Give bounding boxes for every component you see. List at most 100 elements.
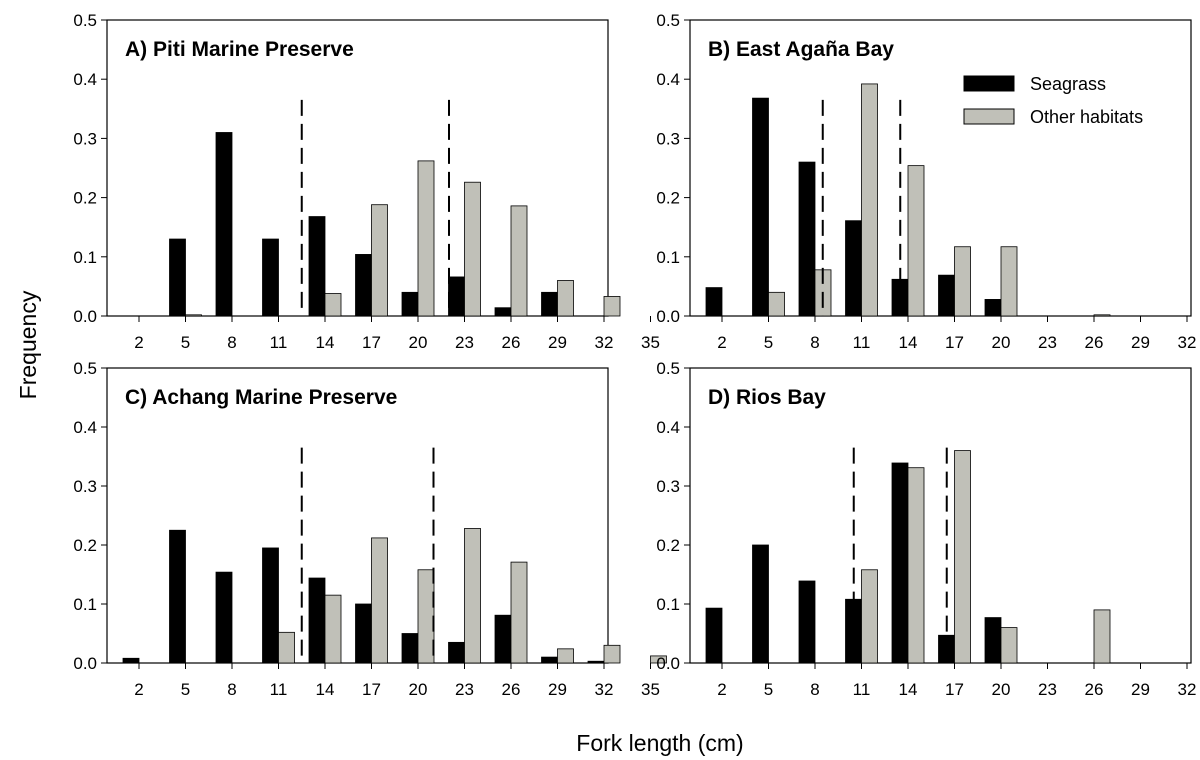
x-tick-label: 2	[717, 680, 726, 699]
bar-seagrass	[448, 641, 465, 664]
bar-other-habitats	[417, 160, 435, 317]
x-tick-label: 26	[1085, 680, 1104, 699]
x-tick-label: 35	[641, 333, 660, 352]
x-tick-label: 5	[181, 680, 190, 699]
bar-seagrass	[938, 274, 955, 317]
x-tick-label: 17	[362, 333, 381, 352]
x-tick-label: 20	[992, 333, 1011, 352]
bar-other-habitats	[1000, 627, 1018, 664]
bar-other-habitats	[371, 537, 388, 664]
y-tick-label: 0.4	[73, 418, 97, 437]
x-tick-label: 26	[502, 333, 521, 352]
bar-seagrass	[494, 614, 512, 664]
y-tick-label: 0.0	[73, 307, 97, 326]
legend-swatch-seagrass	[963, 75, 1015, 92]
x-tick-label: 26	[1085, 333, 1104, 352]
y-tick-label: 0.4	[656, 418, 680, 437]
panels: 0.0 0.1 0.2 0.3 0.4 0.5 2 5 8 11 14 17 20 23 26 29 32 35 A…	[73, 11, 1197, 699]
y-tick-label: 0.4	[73, 70, 97, 89]
y-tick-label: 0.1	[73, 248, 97, 267]
y-tick-label: 0.3	[656, 129, 680, 148]
bar-seagrass	[705, 287, 723, 317]
y-tick-label: 0.0	[656, 654, 680, 673]
x-tick-label: 8	[810, 680, 819, 699]
bar-seagrass	[494, 307, 512, 317]
bar-seagrass	[169, 529, 186, 664]
bar-other-habitats	[278, 631, 295, 664]
y-tick-label: 0.1	[656, 595, 680, 614]
x-tick-label: 8	[227, 680, 236, 699]
bar-seagrass	[215, 132, 233, 317]
panel-title: A) Piti Marine Preserve	[125, 38, 354, 61]
bar-seagrass	[308, 577, 326, 664]
x-tick-label: 11	[270, 680, 288, 699]
x-tick-label: 11	[270, 333, 288, 352]
bar-seagrass	[752, 544, 769, 664]
y-tick-label: 0.0	[656, 307, 680, 326]
y-tick-label: 0.1	[656, 248, 680, 267]
x-tick-label: 17	[945, 680, 964, 699]
y-tick-label: 0.3	[656, 477, 680, 496]
x-tick-label: 17	[362, 680, 381, 699]
x-tick-label: 20	[409, 680, 428, 699]
x-tick-label: 29	[548, 333, 567, 352]
x-tick-label: 29	[1131, 680, 1150, 699]
y-tick-label: 0.3	[73, 477, 97, 496]
x-tick-label: 32	[595, 333, 614, 352]
bar-other-habitats	[1000, 246, 1018, 317]
y-tick-label: 0.2	[73, 189, 97, 208]
y-tick-label: 0.2	[73, 536, 97, 555]
x-tick-label: 20	[992, 680, 1011, 699]
x-tick-label: 14	[899, 333, 918, 352]
panel-0: 0.0 0.1 0.2 0.3 0.4 0.5 2 5 8 11 14 17 20 23 26 29 32 35 A…	[73, 11, 660, 352]
bar-seagrass	[587, 660, 605, 664]
x-tick-label: 32	[1178, 333, 1197, 352]
bar-other-habitats	[954, 450, 971, 664]
x-tick-label: 35	[641, 680, 660, 699]
bar-other-habitats	[907, 165, 925, 317]
y-tick-label: 0.5	[73, 11, 97, 30]
bar-other-habitats	[1093, 314, 1111, 317]
bar-other-habitats	[185, 314, 202, 317]
y-tick-label: 0.5	[73, 359, 97, 378]
x-tick-label: 20	[409, 333, 428, 352]
x-tick-label: 2	[134, 680, 143, 699]
bar-seagrass	[798, 580, 816, 664]
x-tick-label: 5	[764, 333, 773, 352]
bar-seagrass	[308, 216, 326, 317]
bar-seagrass	[262, 547, 279, 664]
x-tick-label: 23	[455, 333, 474, 352]
y-tick-label: 0.3	[73, 129, 97, 148]
bar-seagrass	[541, 291, 558, 317]
bar-seagrass	[541, 656, 558, 664]
legend-swatch-other-habitats	[963, 108, 1015, 125]
x-tick-label: 32	[595, 680, 614, 699]
bar-other-habitats	[371, 204, 388, 317]
bar-other-habitats	[603, 296, 621, 317]
bar-other-habitats	[557, 280, 574, 317]
x-tick-label: 2	[134, 333, 143, 352]
bar-seagrass	[705, 607, 723, 664]
x-tick-label: 5	[181, 333, 190, 352]
x-tick-label: 23	[455, 680, 474, 699]
bar-other-habitats	[510, 561, 528, 664]
x-tick-label: 2	[717, 333, 726, 352]
bar-seagrass	[984, 299, 1002, 317]
y-tick-label: 0.5	[656, 11, 680, 30]
bar-other-habitats	[768, 291, 785, 317]
panel-2: 0.0 0.1 0.2 0.3 0.4 0.5 2 5 8 11 14 17 20 23 26 29 32 35 C…	[73, 359, 667, 699]
y-axis-title: Frequency	[15, 290, 41, 399]
x-tick-label: 14	[316, 680, 335, 699]
bar-seagrass	[355, 603, 372, 664]
bar-seagrass	[355, 254, 372, 317]
bar-other-habitats	[650, 655, 667, 664]
x-tick-label: 8	[227, 333, 236, 352]
bar-seagrass	[262, 238, 279, 317]
bar-other-habitats	[861, 83, 878, 317]
bar-other-habitats	[464, 528, 481, 664]
y-tick-label: 0.2	[656, 189, 680, 208]
panel-3: 0.00.10.20.30.40.5258111417202326293235D…	[656, 359, 1196, 699]
x-tick-label: 23	[1038, 680, 1057, 699]
x-tick-label: 5	[764, 680, 773, 699]
bar-seagrass	[215, 571, 233, 664]
